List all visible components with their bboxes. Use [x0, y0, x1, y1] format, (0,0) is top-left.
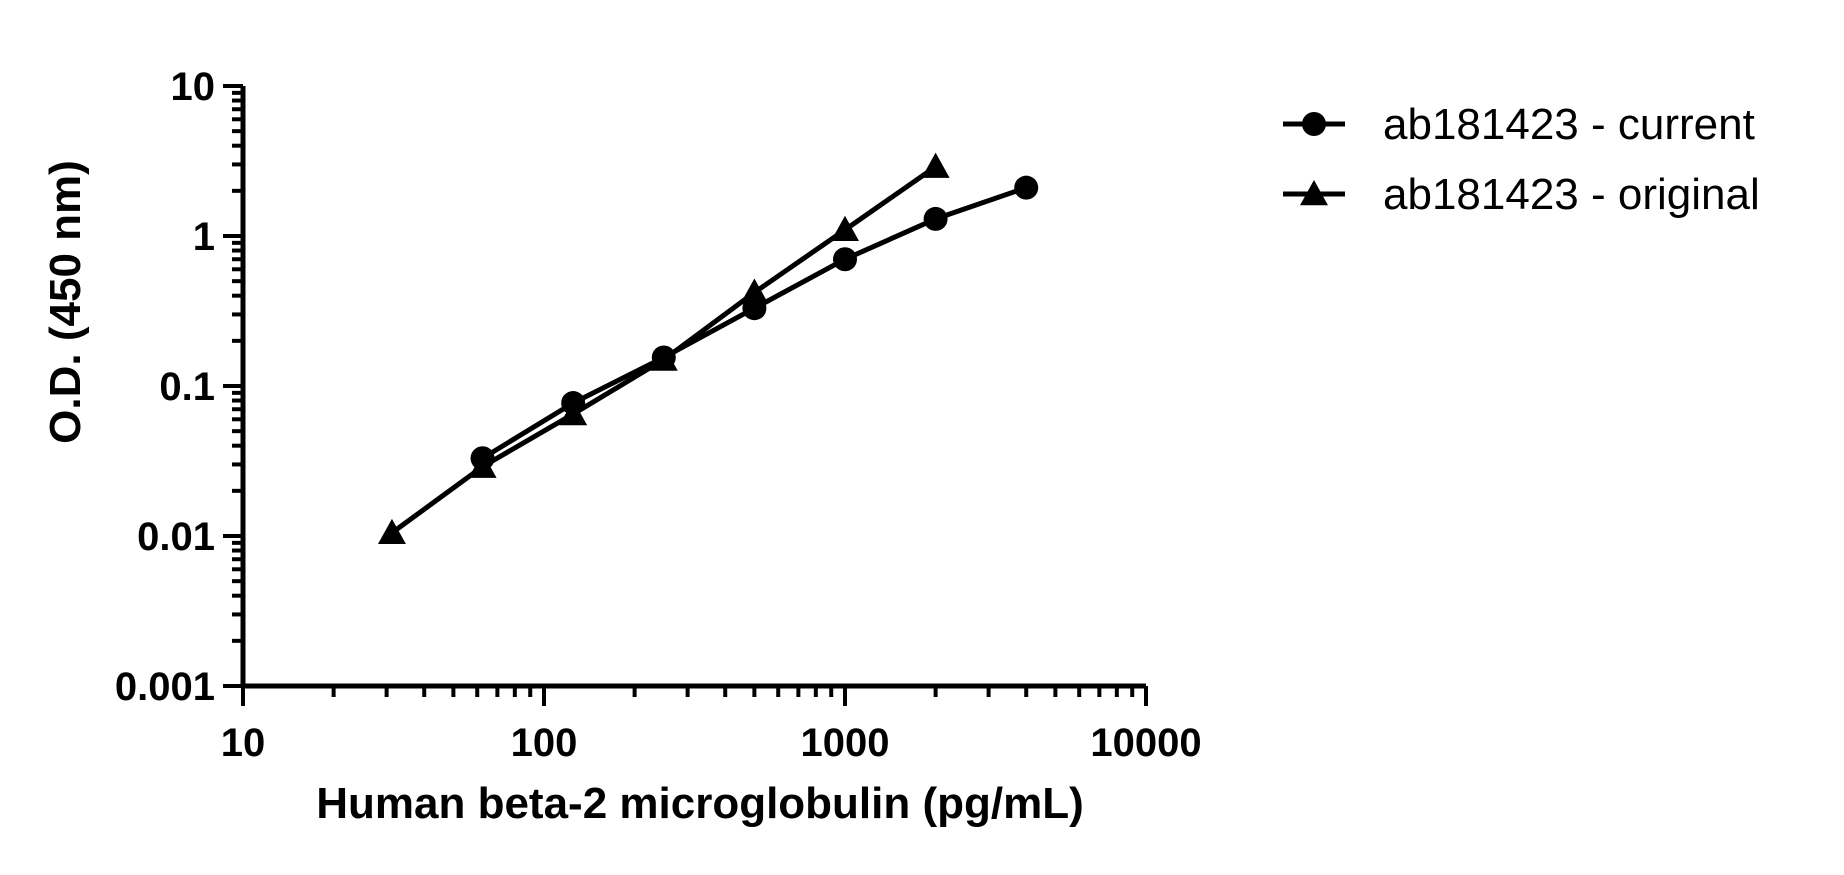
triangle-point	[921, 152, 950, 178]
legend: ab181423 - current ab181423 - original	[1283, 100, 1760, 219]
y-axis-title: O.D. (450 nm)	[41, 160, 90, 444]
series-layer	[377, 152, 1039, 545]
y-tick-label: 0.001	[115, 665, 215, 709]
y-tick-label: 1	[193, 215, 215, 259]
triangle-point	[377, 518, 406, 545]
triangle-point	[831, 215, 859, 241]
circle-point	[833, 247, 857, 272]
circle-point	[1014, 175, 1039, 200]
legend-label: ab181423 - current	[1383, 100, 1755, 149]
y-tick-label: 0.1	[159, 365, 215, 409]
legend-item: ab181423 - current	[1283, 100, 1755, 149]
tick-labels: 0.001 0.01 0.1 1 10 10 100 1000 10000	[115, 65, 1202, 765]
legend-triangle-marker	[1300, 180, 1328, 206]
triangle-point	[740, 278, 769, 304]
x-tick-label: 100	[511, 721, 578, 765]
y-tick-label: 0.01	[137, 515, 215, 559]
x-tick-label: 10	[221, 721, 266, 765]
axes	[223, 84, 1148, 706]
x-tick-label: 10000	[1090, 721, 1201, 765]
legend-circle-marker	[1302, 112, 1326, 136]
y-tick-label: 10	[171, 65, 216, 109]
x-axis-title: Human beta-2 microglobulin (pg/mL)	[316, 779, 1084, 828]
triangle-point	[649, 345, 678, 371]
x-tick-label: 1000	[801, 721, 890, 765]
circle-point	[923, 206, 948, 231]
legend-label: ab181423 - original	[1383, 170, 1760, 219]
triangle-point	[559, 400, 588, 426]
legend-item: ab181423 - original	[1283, 170, 1760, 219]
triangle-point	[468, 452, 497, 478]
series-2	[377, 152, 950, 545]
